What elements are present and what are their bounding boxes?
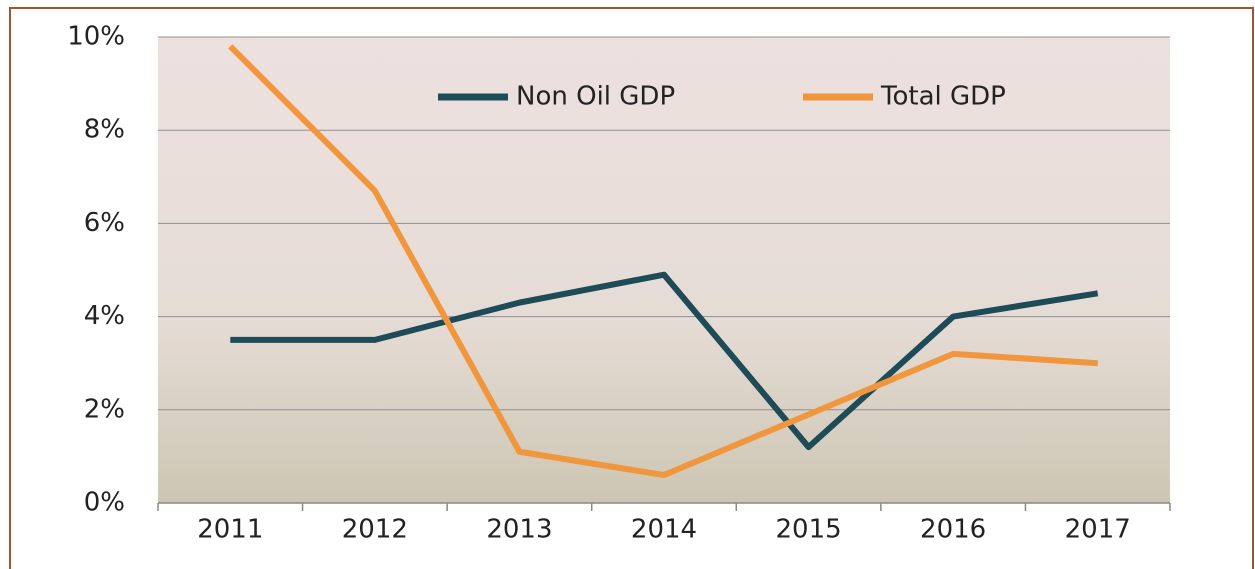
- legend-label: Total GDP: [880, 82, 1006, 112]
- x-tick-label: 2011: [197, 515, 263, 545]
- y-tick-label: 8%: [84, 115, 125, 145]
- y-tick-label: 4%: [84, 301, 125, 331]
- frame: [9, 7, 1254, 569]
- y-tick-label: 10%: [67, 22, 125, 52]
- x-tick-label: 2016: [920, 515, 986, 545]
- legend-label: Non Oil GDP: [516, 82, 675, 112]
- y-tick-label: 6%: [84, 208, 125, 238]
- line-series: [230, 271, 1099, 451]
- plot-area: [158, 37, 1170, 503]
- x-tick-label: 2015: [775, 515, 841, 545]
- y-tick-label: 2%: [84, 394, 125, 424]
- x-tick-label: 2013: [486, 515, 552, 545]
- x-tick-label: 2014: [631, 515, 697, 545]
- x-tick-label: 2017: [1065, 515, 1131, 545]
- line-series: [228, 44, 1098, 479]
- x-tick-label: 2012: [342, 515, 408, 545]
- y-tick-label: 0%: [84, 488, 125, 518]
